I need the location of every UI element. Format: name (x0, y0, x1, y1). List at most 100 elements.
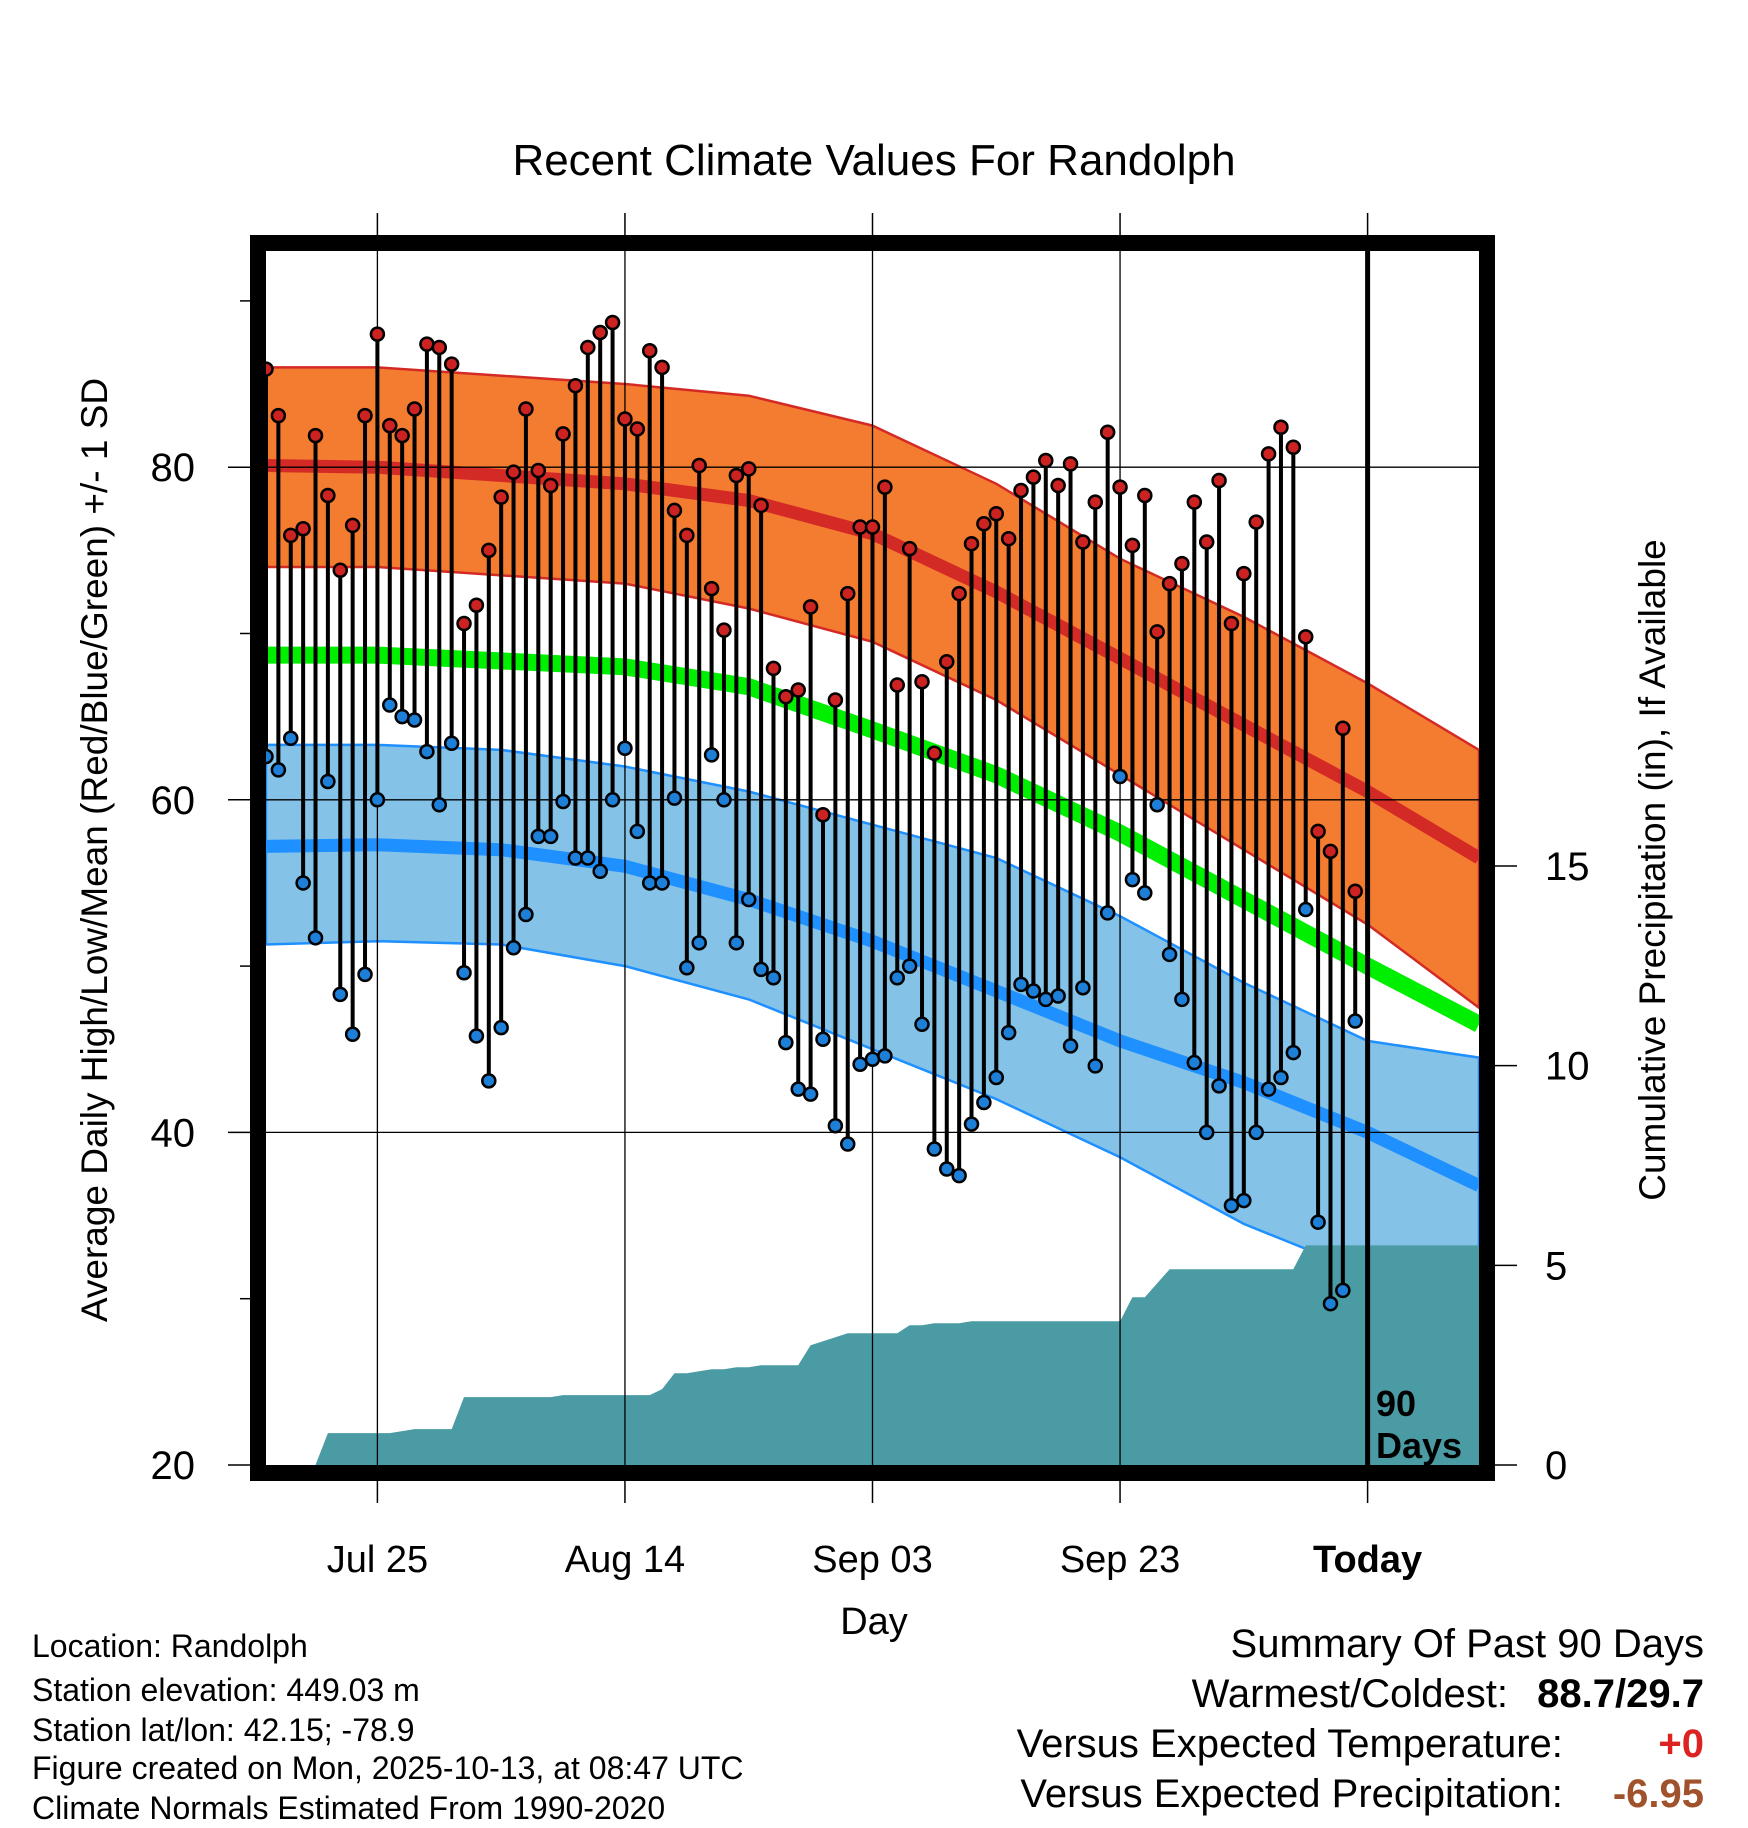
daily-low-point (344, 1026, 361, 1043)
daily-high-point (1347, 883, 1363, 900)
temp-label: Versus Expected Temperature: (1016, 1722, 1563, 1766)
daily-low-point (1112, 768, 1128, 785)
precip-value: -6.95 (1612, 1772, 1704, 1816)
daily-low-point (419, 743, 435, 760)
daily-low-point (1260, 1081, 1277, 1097)
daily-high-point (542, 477, 559, 494)
y2-tick-label: 5 (1545, 1244, 1567, 1288)
daily-high-point (914, 673, 930, 690)
daily-low-point (666, 790, 683, 806)
daily-low-point (827, 1117, 844, 1134)
footer-normals: Climate Normals Estimated From 1990-2020 (32, 1790, 666, 1826)
daily-low-point (1000, 1024, 1017, 1041)
daily-high-point (456, 615, 472, 632)
daily-low-point (567, 850, 584, 866)
daily-values (258, 314, 1363, 1312)
daily-high-point (1149, 624, 1165, 640)
daily-high-point (419, 336, 435, 352)
daily-high-point (1273, 419, 1289, 436)
daily-low-point (456, 964, 472, 981)
y2-axis-label: Cumulative Precipitation (in), If Availa… (1632, 539, 1673, 1201)
daily-high-point (1223, 615, 1240, 632)
daily-high-point (580, 339, 596, 356)
daily-low-point (963, 1116, 980, 1132)
daily-low-point (431, 797, 448, 813)
daily-high-point (1174, 555, 1190, 572)
daily-high-point (1137, 487, 1153, 504)
y-axis-label: Average Daily High/Low/Mean (Red/Blue/Gr… (74, 378, 115, 1322)
daily-low-point (332, 986, 349, 1003)
daily-low-point (716, 792, 732, 808)
summary-warm-cold: Warmest/Coldest: 88.7/29.7 (1192, 1672, 1704, 1717)
daily-low-point (1137, 885, 1153, 901)
today-days-count: 90 (1376, 1383, 1416, 1424)
daily-high-point (505, 464, 522, 480)
daily-high-point (939, 654, 955, 670)
daily-low-point (790, 1081, 806, 1097)
y-tick-label: 60 (151, 779, 196, 823)
daily-low-point (493, 1019, 509, 1036)
daily-low-point (270, 762, 287, 778)
daily-high-point (778, 688, 794, 705)
daily-high-point (1310, 823, 1326, 840)
daily-high-point (691, 457, 707, 474)
daily-low-point (580, 850, 596, 866)
daily-low-point (654, 875, 670, 891)
x-tick-label: Jul 25 (327, 1539, 428, 1581)
summary-heading: Summary Of Past 90 Days (1230, 1622, 1704, 1666)
daily-high-point (815, 807, 831, 823)
daily-low-point (679, 960, 695, 976)
y2-tick-label: 15 (1545, 845, 1590, 889)
daily-low-point (765, 969, 782, 986)
x-tick-label: Today (1313, 1539, 1422, 1581)
daily-high-point (270, 407, 287, 424)
daily-low-point (592, 863, 608, 880)
daily-high-point (716, 622, 732, 638)
daily-low-point (976, 1094, 992, 1111)
daily-high-point (1112, 479, 1128, 495)
daily-high-point (703, 580, 720, 597)
daily-high-point (617, 411, 633, 427)
daily-low-point (1087, 1058, 1104, 1074)
chart-title: Recent Climate Values For Randolph (512, 136, 1235, 185)
daily-low-point (1297, 901, 1314, 918)
daily-low-point (753, 961, 769, 978)
daily-high-point (852, 519, 868, 535)
daily-high-point (1099, 424, 1116, 441)
y-tick-label: 20 (151, 1444, 196, 1488)
daily-high-point (1075, 534, 1091, 550)
daily-high-point (493, 489, 509, 505)
daily-high-point (827, 692, 844, 708)
daily-high-point (530, 462, 547, 479)
daily-low-point (926, 1141, 943, 1157)
daily-high-point (518, 401, 534, 417)
daily-low-point (641, 875, 658, 891)
daily-high-point (790, 682, 806, 698)
daily-high-point (555, 426, 571, 442)
daily-high-point (641, 343, 658, 359)
daily-low-point (542, 828, 559, 845)
temp-value: +0 (1658, 1722, 1704, 1766)
daily-high-point (332, 562, 349, 579)
daily-low-point (1075, 979, 1091, 996)
daily-low-point (1038, 991, 1054, 1008)
daily-low-point (357, 966, 373, 983)
daily-low-point (369, 792, 386, 808)
daily-high-point (604, 314, 621, 331)
daily-low-point (1310, 1214, 1326, 1230)
daily-low-point (1161, 946, 1178, 963)
daily-low-point (1273, 1069, 1289, 1086)
daily-high-point (592, 324, 608, 341)
warm-cold-label: Warmest/Coldest: (1191, 1672, 1509, 1716)
daily-low-point (1198, 1124, 1215, 1141)
daily-low-point (914, 1016, 930, 1033)
daily-low-point (617, 740, 633, 756)
daily-high-point (1248, 514, 1264, 530)
daily-low-point (295, 875, 311, 891)
daily-low-point (1174, 991, 1190, 1008)
daily-high-point (307, 427, 324, 444)
y-tick-label: 80 (151, 446, 196, 490)
daily-high-point (951, 585, 967, 602)
x-axis-label: Day (840, 1601, 908, 1643)
daily-low-point (864, 1051, 881, 1067)
